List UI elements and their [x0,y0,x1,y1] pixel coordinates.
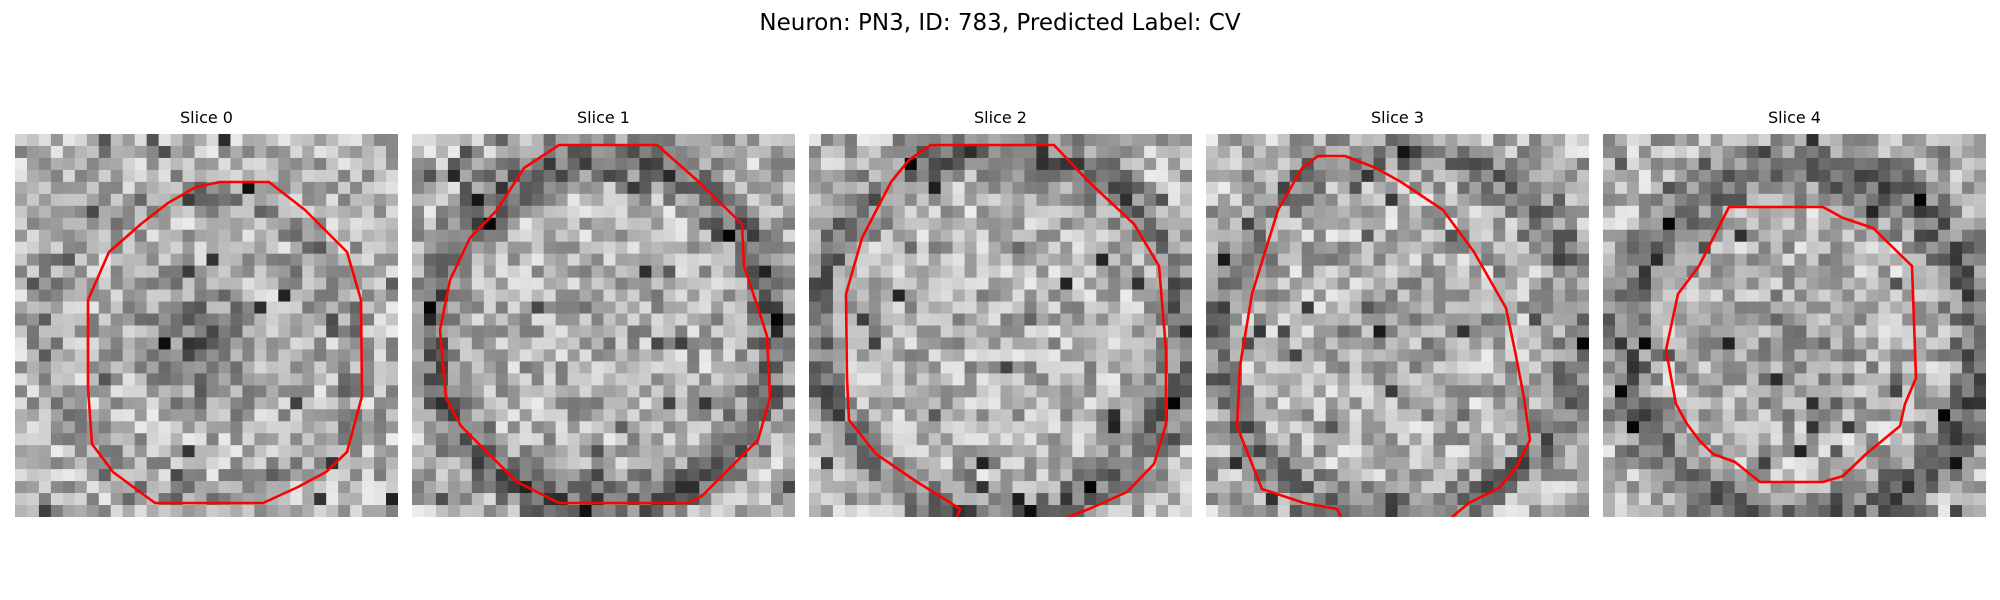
slice-image-0 [15,134,398,517]
panel-title: Slice 1 [577,108,630,127]
panel-title: Slice 2 [974,108,1027,127]
slice-image-1 [412,134,795,517]
figure-title: Neuron: PN3, ID: 783, Predicted Label: C… [759,10,1241,36]
panel-title: Slice 3 [1371,108,1424,127]
panel-title: Slice 4 [1768,108,1821,127]
slice-image-3 [1206,134,1589,517]
panel-title: Slice 0 [180,108,233,127]
slice-image-4 [1603,134,1986,517]
slice-image-2 [809,134,1192,517]
